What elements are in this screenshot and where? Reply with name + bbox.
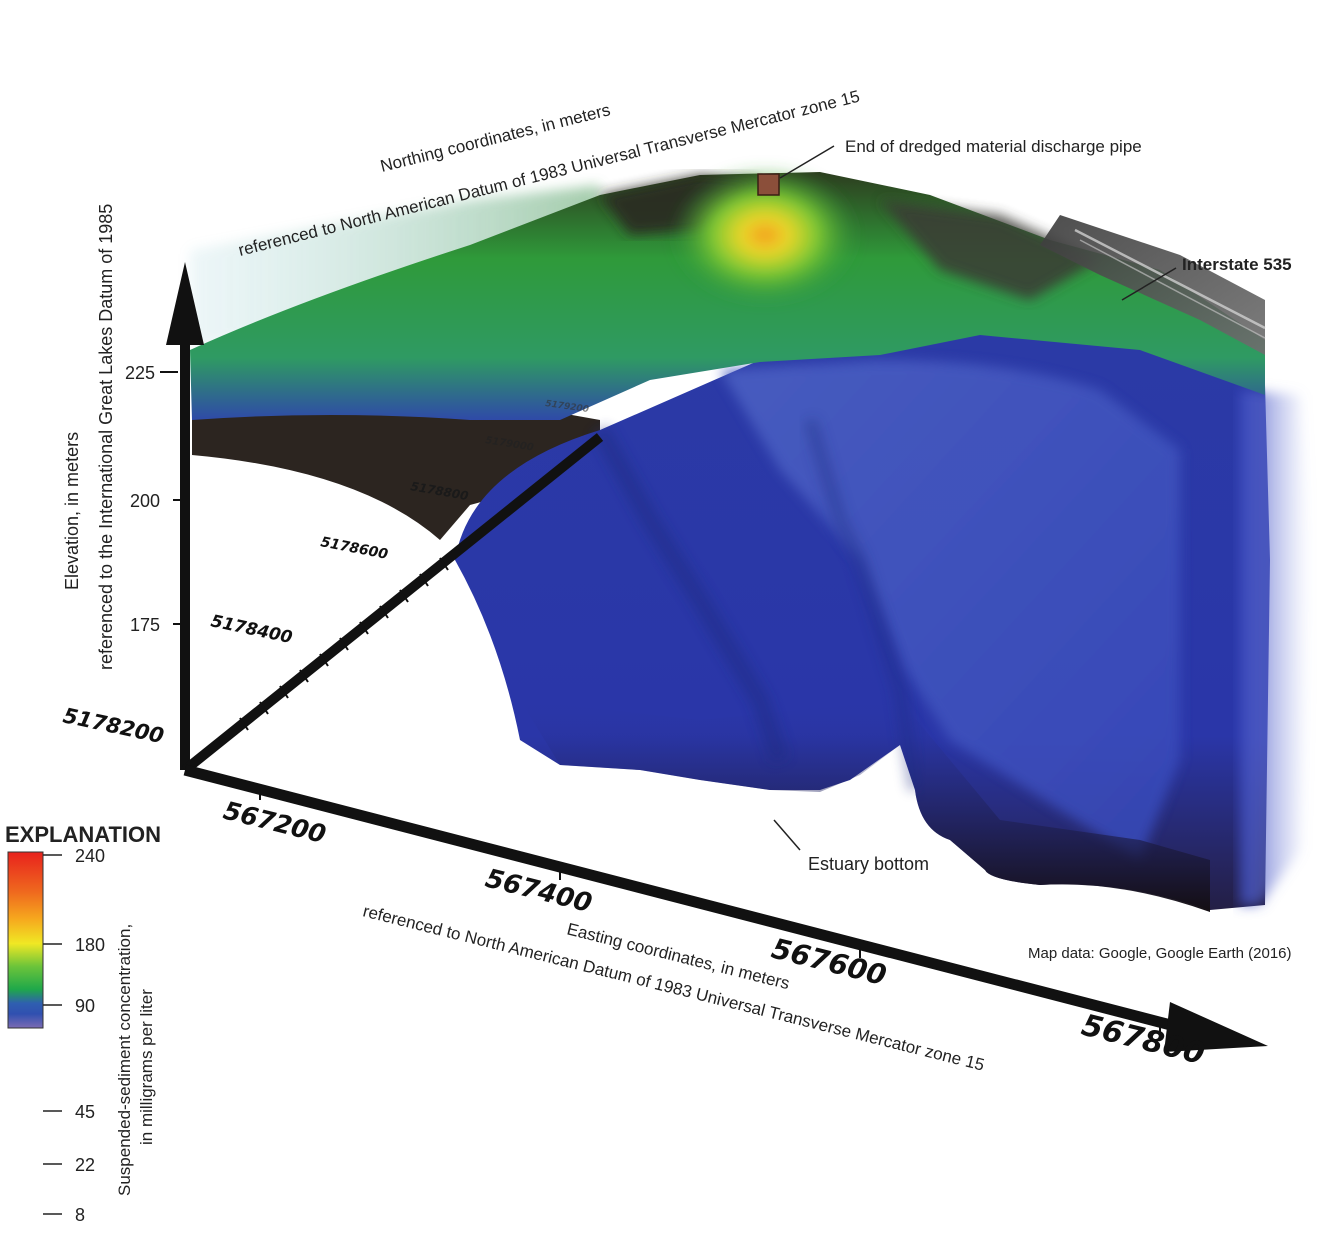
legend-tick-22: 22 (75, 1155, 95, 1175)
northing-ticks (239, 557, 449, 731)
easting-title-line2: referenced to North American Datum of 19… (361, 901, 986, 1074)
northing-tick-5178200: 5178200 (61, 703, 166, 748)
discharge-pipe-label: End of dredged material discharge pipe (845, 137, 1142, 156)
legend-label-line2: in milligrams per liter (137, 989, 156, 1145)
easting-axis-arrowhead (1164, 1002, 1268, 1052)
elevation-title-line1: Elevation, in meters (62, 432, 82, 590)
interstate-label: Interstate 535 (1182, 255, 1292, 274)
map-credit: Map data: Google, Google Earth (2016) (1028, 945, 1292, 962)
plume-surface (190, 165, 1310, 912)
annotations: End of dredged material discharge pipe I… (757, 137, 1292, 962)
legend-label-line1: Suspended-sediment concentration, (115, 924, 134, 1196)
elevation-tick-175: 175 (130, 615, 160, 635)
elevation-tick-225: 225 (125, 363, 155, 383)
elevation-axis-arrowhead (166, 262, 204, 345)
estuary-bottom-label: Estuary bottom (808, 854, 929, 874)
northing-tick-5178400: 5178400 (209, 611, 294, 648)
elevation-title-line2: referenced to the International Great La… (96, 204, 116, 670)
legend-tick-240: 240 (75, 846, 105, 866)
northing-tick-5178600: 5178600 (319, 534, 389, 563)
northing-axis (181, 433, 604, 774)
legend-tick-8: 8 (75, 1205, 85, 1225)
legend-tick-180: 180 (75, 935, 105, 955)
discharge-pipe-marker (757, 173, 780, 196)
legend-tick-90: 90 (75, 996, 95, 1016)
legend-tick-45: 45 (75, 1102, 95, 1122)
elevation-tick-200: 200 (130, 491, 160, 511)
legend: EXPLANATION 240 180 90 45 22 8 Suspended… (5, 822, 161, 1225)
easting-axis (183, 764, 1192, 1036)
legend-title: EXPLANATION (5, 822, 161, 847)
legend-color-ramp (7, 851, 44, 1029)
